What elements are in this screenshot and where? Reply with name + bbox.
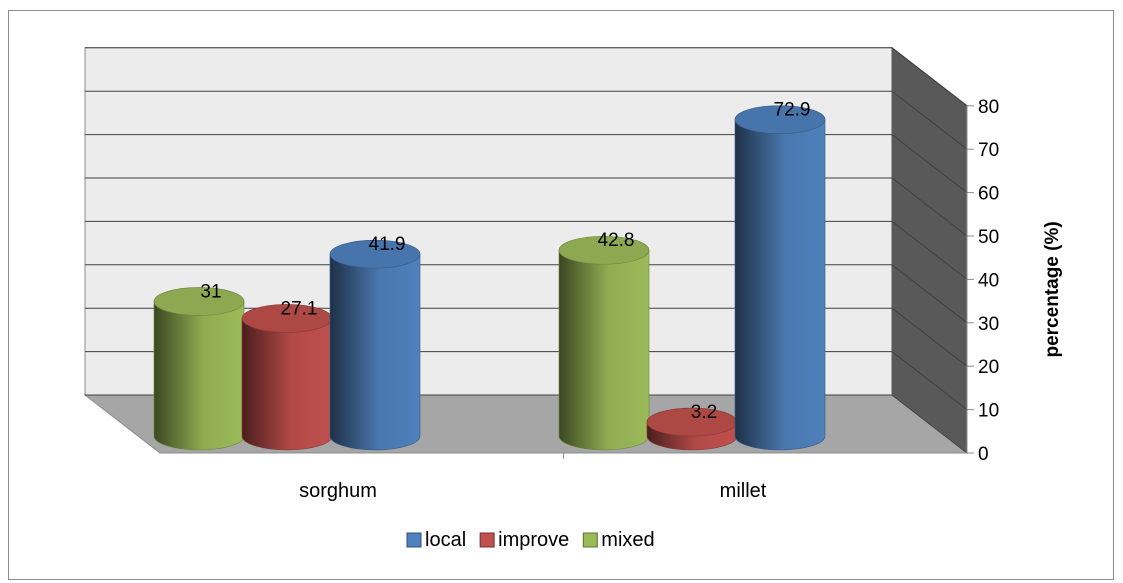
y-tick-label: 20 (978, 357, 999, 378)
legend-item-mixed: mixed (582, 529, 655, 551)
y-axis: 0 10 20 30 40 50 60 70 80 percentage (%) (966, 97, 1063, 465)
gridline (85, 220, 968, 280)
bar-top (329, 239, 421, 269)
bar-millet-local (734, 105, 826, 451)
bar-body (734, 119, 826, 451)
legend-swatch (406, 532, 422, 548)
bar-body (153, 301, 245, 451)
legend-label: mixed (601, 529, 654, 551)
y-tick-label: 70 (978, 140, 999, 161)
bar-top (153, 287, 245, 316)
bar-top (734, 105, 826, 134)
legend-label: improve (498, 529, 569, 551)
data-label: 3.2 (691, 402, 717, 423)
data-label: 31 (200, 281, 221, 302)
y-tick-label: 60 (978, 184, 999, 205)
y-axis-title: percentage (%) (1042, 221, 1063, 357)
legend: local improve mixed (406, 529, 655, 551)
data-label: 42.8 (598, 230, 635, 251)
bar-body (241, 318, 333, 451)
y-tick-label: 50 (978, 227, 999, 248)
bar-sorghum-local (329, 239, 421, 451)
legend-item-local: local (406, 529, 466, 551)
gridline (85, 47, 968, 107)
bars (153, 105, 826, 451)
bar-body (558, 249, 650, 451)
bar-sorghum-mixed (153, 287, 245, 451)
data-labels: 31 27.1 41.9 42.8 3.2 72.9 (200, 100, 810, 423)
legend-swatch (582, 532, 598, 548)
y-tick-label: 30 (978, 314, 999, 335)
legend-label: local (425, 529, 466, 551)
bar-sorghum-improve (241, 304, 333, 451)
y-tick-label: 10 (978, 401, 999, 422)
data-label: 41.9 (369, 234, 406, 255)
x-category-label: sorghum (299, 480, 377, 502)
legend-swatch (479, 532, 495, 548)
legend-item-improve: improve (479, 529, 569, 551)
gridline (85, 134, 968, 193)
x-axis: sorghum millet (160, 452, 967, 502)
gridline (85, 177, 968, 237)
data-label: 27.1 (281, 298, 318, 319)
bar-millet-mixed (558, 235, 650, 451)
gridline (85, 90, 968, 150)
y-tick-label: 40 (978, 270, 999, 291)
y-tick-label: 80 (978, 97, 999, 118)
y-tick-label: 0 (978, 444, 989, 465)
data-label: 72.9 (774, 100, 811, 121)
bar-top (558, 235, 650, 265)
x-category-label: millet (720, 480, 767, 502)
bar-millet-improve (646, 407, 738, 451)
bar-body (329, 253, 421, 451)
